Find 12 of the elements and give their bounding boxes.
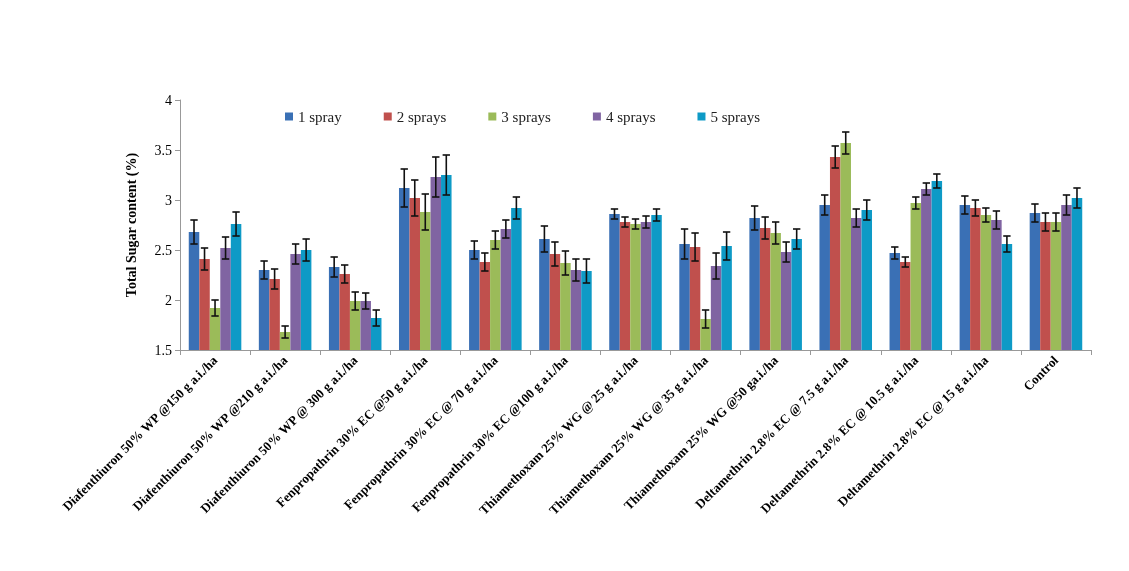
legend-label: 4 sprays bbox=[605, 108, 656, 125]
y-tick-label: 3 bbox=[165, 192, 172, 208]
y-tick-label: 3.5 bbox=[154, 142, 172, 158]
y-tick-label: 1.5 bbox=[154, 342, 172, 358]
y-tick-label: 4 bbox=[165, 92, 172, 108]
y-tick-label: 2.5 bbox=[154, 242, 172, 258]
legend-label: 5 sprays bbox=[710, 108, 761, 125]
legend-label: 1 spray bbox=[298, 108, 343, 125]
y-tick-label: 2 bbox=[165, 292, 172, 308]
y-axis-title: Total Sugar content (%) bbox=[123, 152, 140, 298]
legend-label: 2 sprays bbox=[396, 108, 447, 125]
legend-label: 3 sprays bbox=[501, 108, 552, 125]
